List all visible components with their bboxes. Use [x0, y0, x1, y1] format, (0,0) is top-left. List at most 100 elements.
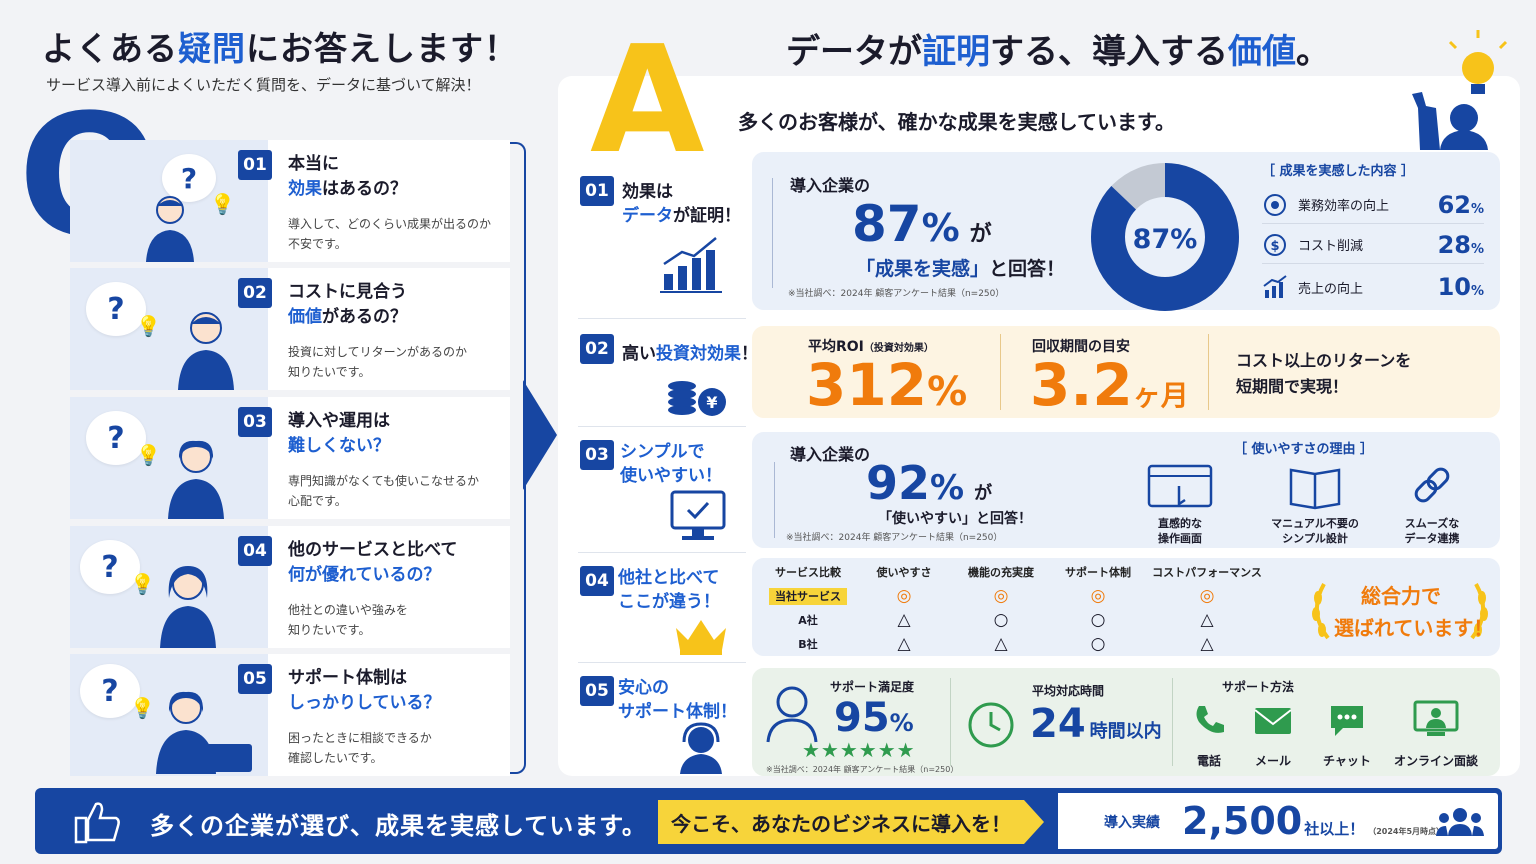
question-number: 04 — [238, 536, 272, 566]
intro-text: 導入企業の — [790, 176, 871, 195]
users-group-icon — [1436, 808, 1484, 836]
survey-note: ※当社調べ：2024年 顧客アンケート結果（n=250） — [766, 765, 959, 774]
yen-coin-icon: $ — [1264, 233, 1286, 256]
question-illustration: ? 💡 — [70, 140, 268, 262]
person-pondering-icon — [160, 566, 216, 648]
chat-icon — [1331, 706, 1363, 736]
target-icon — [1264, 193, 1286, 216]
lightbulb-icon: 💡 — [130, 572, 155, 596]
ease-percentage: 92% が — [866, 456, 993, 510]
answer-number: 02 — [580, 334, 614, 364]
support-method: チャット — [1318, 702, 1376, 769]
question-number: 01 — [238, 150, 272, 180]
question-bubble-icon: ? — [80, 664, 140, 718]
growth-chart-icon — [1263, 275, 1287, 298]
question-number: 05 — [238, 664, 272, 694]
overall-badge-text: 総合力で 選ばれています！ — [1334, 584, 1494, 640]
question-description: 専門知識がなくても使いこなせるか 心配です。 — [288, 474, 480, 508]
svg-text:$: $ — [1270, 239, 1279, 254]
answer-label: シンプルで 使いやすい！ — [620, 442, 722, 486]
answer-label: 他社と比べて ここが違う！ — [618, 568, 720, 612]
rating-stars: ★★★★★★ — [802, 738, 916, 762]
question-title: 導入や運用は 難しくない？ — [288, 411, 390, 456]
answer-text: 「使いやすい」と回答！ — [878, 511, 1032, 527]
result-item: $ コスト削減 28% — [1262, 226, 1484, 264]
support-method: メール — [1248, 702, 1298, 769]
answer-label: 高い投資対効果！ — [622, 344, 758, 364]
response-value: 24 時間以内 — [1030, 701, 1162, 747]
question-list: ? 💡 01 本当に 効果はあるの？ 導入して、どのくらい成果が出るのか 不安です… — [70, 140, 526, 776]
arrow-right-icon — [523, 380, 557, 490]
donut-chart: 87% — [1091, 163, 1239, 311]
question-description: 他社との違いや強みを 知りたいです。 — [288, 603, 408, 637]
left-subtitle: サービス導入前によくいただく質問を、データに基づいて解決！ — [46, 76, 481, 94]
question-card-04: ? 💡 04 他のサービスと比べて 何が優れているの？ 他社との違いや強みを 知り… — [70, 526, 510, 648]
payback-label: 回収期間の目安 — [1032, 339, 1130, 355]
reason-item: スムーズな データ連携 — [1390, 462, 1474, 546]
roi-label: 平均ROI（投資対効果） — [808, 339, 934, 355]
response-label: 平均対応時間 — [1032, 684, 1105, 698]
payback-value: 3.2ヶ月 — [1030, 351, 1189, 419]
cta-banner[interactable]: 今こそ、あなたのビジネスに導入を！ — [658, 800, 1024, 844]
question-title: 他のサービスと比べて 何が優れているの？ — [288, 540, 458, 585]
touch-screen-icon — [1147, 464, 1213, 508]
answer-number: 05 — [580, 676, 614, 706]
crown-icon — [676, 620, 726, 655]
support-method: オンライン面談 — [1388, 700, 1484, 769]
results-list-title: ［ 成果を実感した内容 ］ — [1262, 164, 1415, 179]
question-illustration: ? 💡 — [70, 397, 268, 519]
mail-icon — [1254, 708, 1292, 734]
question-title: サポート体制は しっかりしている？ — [288, 668, 441, 713]
answer-number: 04 — [580, 566, 614, 596]
right-title: データが証明する、導入する価値。 — [786, 32, 1330, 72]
satisfaction-label: サポート満足度 — [830, 680, 915, 694]
roi-value: 312% — [806, 351, 968, 419]
question-card-01: ? 💡 01 本当に 効果はあるの？ 導入して、どのくらい成果が出るのか 不安です… — [70, 140, 510, 262]
question-illustration: ? 💡 — [70, 268, 268, 390]
methods-title: サポート方法 — [1222, 680, 1295, 694]
svg-text:¥: ¥ — [706, 393, 717, 412]
question-card-05: ? 💡 05 サポート体制は しっかりしている？ 困ったときに相談できるか 確認し… — [70, 654, 510, 776]
question-number: 03 — [238, 407, 272, 437]
question-description: 困ったときに相談できるか 確認したいです。 — [288, 731, 432, 765]
left-title: よくある疑問にお答えします！ — [42, 29, 518, 68]
answer-label: 効果は データが証明！ — [622, 182, 741, 226]
question-card-03: ? 💡 03 導入や運用は 難しくない？ 専門知識がなくても使いこなせるか 心配で… — [70, 397, 510, 519]
link-icon — [1414, 467, 1450, 503]
results-label: 導入実績 — [1104, 815, 1160, 831]
lightbulb-icon: 💡 — [136, 443, 161, 467]
question-illustration: ? 💡 — [70, 654, 268, 776]
manual-book-icon — [1289, 468, 1341, 510]
answer-label: 安心の サポート体制！ — [618, 678, 737, 722]
result-item: 業務効率の向上 62% — [1262, 186, 1484, 224]
thumbs-up-icon — [74, 802, 120, 844]
satisfaction-value: 95% — [834, 695, 914, 741]
answer-box-02 — [752, 326, 1500, 418]
support-method: 電話 — [1186, 702, 1232, 769]
laurel-badge-icon — [1312, 583, 1488, 640]
table-row: B社 △ △ ○ △ — [798, 634, 1214, 654]
lightbulb-icon: 💡 — [136, 314, 161, 338]
reasons-title: ［ 使いやすさの理由 ］ — [1234, 442, 1374, 457]
result-percentage: 87% が — [852, 195, 992, 253]
person-thinking-icon — [146, 196, 194, 262]
user-icon — [766, 686, 818, 743]
question-illustration: ? 💡 — [70, 526, 268, 648]
lightbulb-icon: 💡 — [130, 696, 155, 720]
question-bubble-icon: ? — [80, 540, 140, 594]
reason-item: 直感的な 操作画面 — [1130, 462, 1230, 546]
question-description: 投資に対してリターンがあるのか 知りたいです。 — [288, 345, 468, 379]
right-subtitle: 多くのお客様が、確かな成果を実感しています。 — [738, 110, 1175, 134]
question-title: コストに見合う 価値があるの？ — [288, 282, 407, 327]
comparison-table: サービス比較 使いやすさ 機能の充実度 サポート体制 コストパフォーマンス 当社… — [762, 560, 1266, 656]
headset-operator-icon — [680, 722, 722, 774]
footer-message: 多くの企業が選び、成果を実感しています。 — [150, 812, 647, 840]
results-box — [1055, 790, 1501, 852]
survey-note: ※当社調べ：2024年 顧客アンケート結果（n=250） — [786, 533, 1003, 543]
person-laptop-icon — [156, 691, 252, 774]
return-claim: コスト以上のリターンを 短期間で実現！ — [1236, 351, 1412, 396]
cta-arrow — [1024, 800, 1044, 844]
online-meeting-icon — [1413, 700, 1459, 736]
answer-number: 01 — [580, 176, 614, 206]
lightbulb-icon: 💡 — [210, 192, 235, 216]
